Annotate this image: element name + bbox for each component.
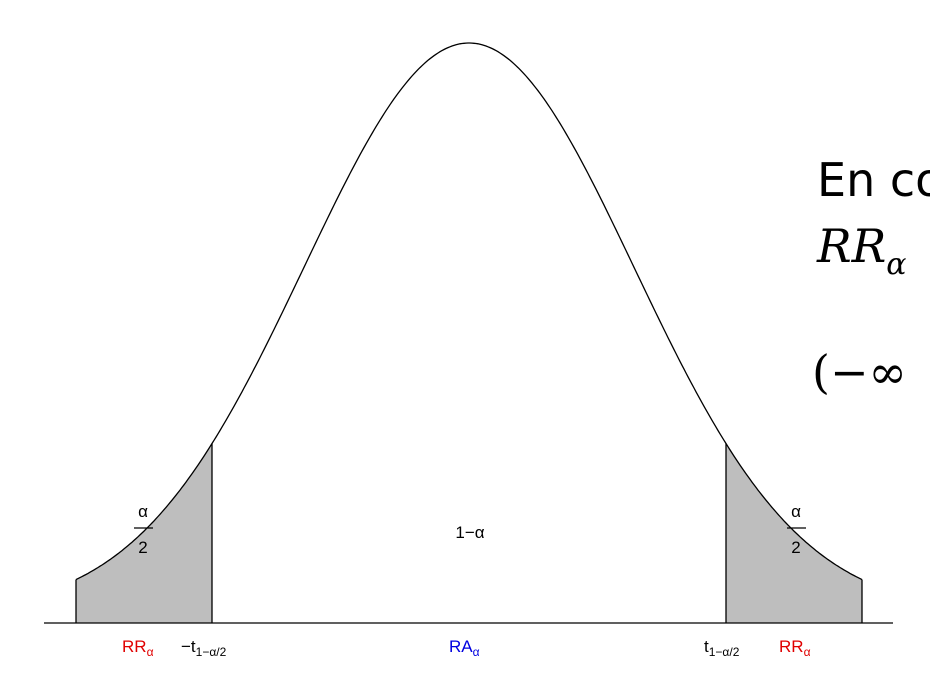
right-critical-prefix: t	[704, 637, 709, 656]
slide-text-line-2: RRα	[816, 219, 907, 282]
ra-sub: α	[473, 645, 480, 659]
left-alpha-numerator: α	[138, 502, 148, 521]
slide-text-line-3: (−∞	[812, 345, 907, 399]
right-critical-value-label: t1−α/2	[704, 637, 740, 659]
right-critical-sub: 1−α/2	[709, 645, 740, 659]
slide-rr-sub: α	[886, 247, 906, 282]
left-tail-probability-fraction: α 2	[134, 502, 153, 557]
left-rejection-region-label: RRα	[122, 637, 154, 659]
right-tail-probability-fraction: α 2	[787, 502, 806, 557]
acceptance-region-label: RAα	[449, 637, 480, 659]
right-tail-shaded-area	[726, 443, 862, 623]
left-critical-value-label: −t1−α/2	[181, 637, 227, 659]
density-curve	[75, 42, 863, 581]
left-rr-sub: α	[147, 645, 154, 659]
ra-base: RA	[449, 637, 473, 656]
left-critical-prefix: −t	[181, 637, 196, 656]
right-rr-base: RR	[779, 637, 804, 656]
slide-rr-base: RR	[816, 219, 886, 273]
center-probability-label: 1−α	[455, 523, 484, 542]
right-alpha-numerator: α	[791, 502, 801, 521]
left-tail-shaded-area	[76, 443, 212, 623]
left-rr-base: RR	[122, 637, 147, 656]
right-rr-sub: α	[804, 645, 811, 659]
slide-text-line-1: En co	[817, 153, 930, 207]
left-alpha-denominator: 2	[138, 538, 147, 557]
left-critical-sub: 1−α/2	[196, 645, 227, 659]
right-rejection-region-label: RRα	[779, 637, 811, 659]
right-alpha-denominator: 2	[791, 538, 800, 557]
